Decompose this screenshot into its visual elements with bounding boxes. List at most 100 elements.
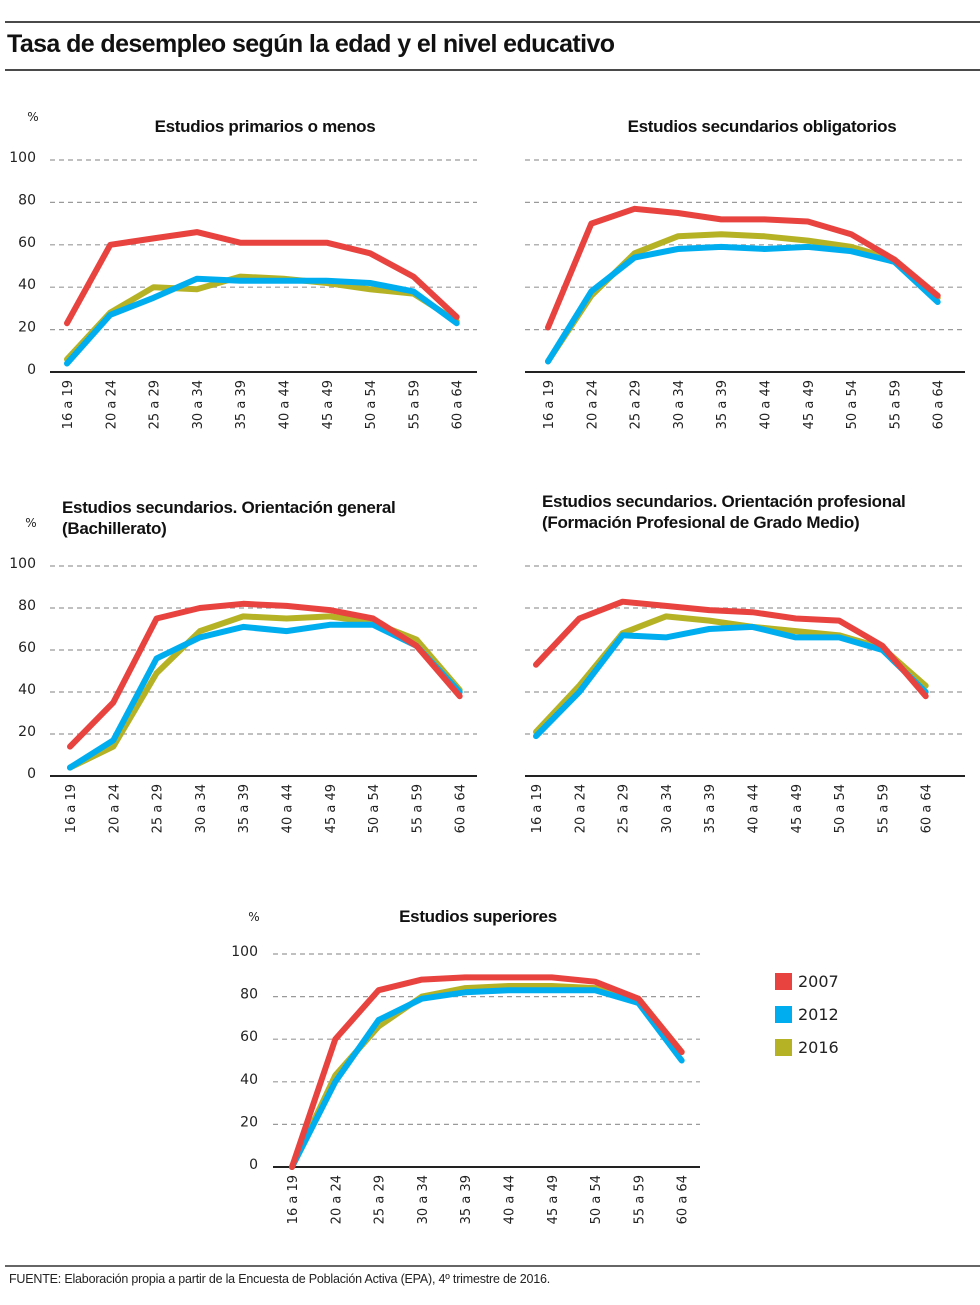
- x-tick-label: 30 a 34: [194, 784, 209, 833]
- x-tick-label: 40 a 44: [759, 380, 774, 429]
- x-tick-label: 60 a 64: [932, 380, 947, 429]
- x-tick-label: 20 a 24: [573, 784, 588, 833]
- y-axis-unit-label: %: [25, 516, 36, 530]
- legend: 2007 2012 2016: [775, 965, 839, 1064]
- x-tick-label: 25 a 29: [148, 380, 163, 429]
- chart-4: Estudios secundarios. Orientación profes…: [525, 492, 965, 833]
- y-tick-label: 100: [9, 556, 36, 572]
- x-tick-label: 30 a 34: [416, 1175, 431, 1224]
- legend-label-2012: 2012: [798, 1005, 839, 1024]
- y-tick-label: 80: [18, 598, 36, 614]
- y-axis-unit-label: %: [248, 910, 259, 924]
- x-tick-label: 35 a 39: [459, 1175, 474, 1224]
- x-tick-label: 60 a 64: [451, 380, 466, 429]
- title-rule: [5, 69, 980, 71]
- chart-title: (Bachillerato): [62, 519, 166, 538]
- series-line-2016: [64, 273, 460, 363]
- legend-label-2007: 2007: [798, 972, 839, 991]
- chart-title: Estudios superiores: [399, 907, 557, 926]
- x-tick-label: 45 a 49: [321, 380, 336, 429]
- top-rule: [5, 21, 980, 23]
- legend-swatch-2012: [775, 1006, 792, 1023]
- x-tick-label: 45 a 49: [802, 380, 817, 429]
- x-tick-label: 50 a 54: [367, 784, 382, 833]
- series-line-2007: [289, 974, 685, 1170]
- x-tick-label: 25 a 29: [617, 784, 632, 833]
- x-tick-label: 45 a 49: [790, 784, 805, 833]
- x-tick-label: 50 a 54: [833, 784, 848, 833]
- series-line-2012: [289, 987, 685, 1170]
- x-tick-label: 30 a 34: [191, 380, 206, 429]
- x-tick-label: 50 a 54: [845, 380, 860, 429]
- x-tick-label: 35 a 39: [237, 784, 252, 833]
- y-tick-label: 80: [18, 192, 36, 208]
- x-tick-label: 55 a 59: [410, 784, 425, 833]
- y-tick-label: 100: [9, 150, 36, 166]
- y-tick-label: 40: [240, 1072, 258, 1088]
- y-tick-label: 20: [18, 724, 36, 740]
- chart-1: Estudios primarios o menos% 0 20 40 60 80 100 1…: [9, 110, 477, 429]
- x-tick-label: 30 a 34: [660, 784, 675, 833]
- series-line-2016: [289, 983, 685, 1170]
- series-line-2012: [545, 243, 941, 365]
- series-line-2012: [64, 275, 460, 367]
- x-tick-label: 40 a 44: [503, 1175, 518, 1224]
- legend-item-2007: 2007: [775, 965, 839, 998]
- y-tick-label: 40: [18, 682, 36, 698]
- y-axis-unit-label: %: [27, 110, 38, 124]
- y-tick-label: 100: [231, 944, 258, 960]
- x-tick-label: 16 a 19: [61, 380, 76, 429]
- y-tick-label: 0: [27, 766, 36, 782]
- x-tick-label: 40 a 44: [281, 784, 296, 833]
- x-tick-label: 20 a 24: [104, 380, 119, 429]
- x-tick-label: 60 a 64: [920, 784, 935, 833]
- x-tick-label: 25 a 29: [373, 1175, 388, 1224]
- series-line-2012: [67, 621, 463, 771]
- x-tick-label: 16 a 19: [286, 1175, 301, 1224]
- x-tick-label: 16 a 19: [542, 380, 557, 429]
- x-tick-label: 55 a 59: [888, 380, 903, 429]
- chart-title: Estudios primarios o menos: [155, 117, 376, 136]
- x-tick-label: 40 a 44: [278, 380, 293, 429]
- x-tick-label: 35 a 39: [715, 380, 730, 429]
- x-tick-label: 25 a 29: [629, 380, 644, 429]
- page-title: Tasa de desempleo según la edad y el niv…: [7, 30, 615, 58]
- x-tick-label: 50 a 54: [364, 380, 379, 429]
- y-tick-label: 20: [18, 320, 36, 336]
- y-tick-label: 20: [240, 1114, 258, 1130]
- chart-title: Estudios secundarios. Orientación profes…: [542, 492, 905, 511]
- y-tick-label: 60: [18, 235, 36, 251]
- x-tick-label: 50 a 54: [589, 1175, 604, 1224]
- series-line-2007: [545, 205, 941, 331]
- x-tick-label: 16 a 19: [64, 784, 79, 833]
- legend-item-2012: 2012: [775, 998, 839, 1031]
- x-tick-label: 55 a 59: [632, 1175, 647, 1224]
- y-tick-label: 0: [249, 1157, 258, 1173]
- chart-2: Estudios secundarios obligatorios 16 a 19…: [525, 117, 965, 429]
- legend-item-2016: 2016: [775, 1031, 839, 1064]
- x-tick-label: 20 a 24: [107, 784, 122, 833]
- series-line-2007: [67, 600, 463, 750]
- y-tick-label: 40: [18, 277, 36, 293]
- chart-title: Estudios secundarios obligatorios: [628, 117, 897, 136]
- x-tick-label: 20 a 24: [585, 380, 600, 429]
- chart-5: Estudios superiores% 0 20 40 60 80 100 16 a 19 2…: [231, 907, 700, 1224]
- chart-title: (Formación Profesional de Grado Medio): [542, 513, 859, 532]
- x-tick-label: 35 a 39: [703, 784, 718, 833]
- x-tick-label: 35 a 39: [234, 380, 249, 429]
- x-tick-label: 55 a 59: [407, 380, 422, 429]
- x-tick-label: 20 a 24: [329, 1175, 344, 1224]
- legend-label-2016: 2016: [798, 1038, 839, 1057]
- footer-rule: [5, 1265, 980, 1267]
- x-tick-label: 40 a 44: [747, 784, 762, 833]
- x-tick-label: 60 a 64: [676, 1175, 691, 1224]
- x-tick-label: 45 a 49: [546, 1175, 561, 1224]
- x-tick-label: 30 a 34: [672, 380, 687, 429]
- series-line-2012: [533, 623, 929, 740]
- legend-swatch-2007: [775, 973, 792, 990]
- y-tick-label: 80: [240, 987, 258, 1003]
- x-tick-label: 25 a 29: [151, 784, 166, 833]
- y-tick-label: 60: [240, 1029, 258, 1045]
- chart-title: Estudios secundarios. Orientación genera…: [62, 498, 395, 517]
